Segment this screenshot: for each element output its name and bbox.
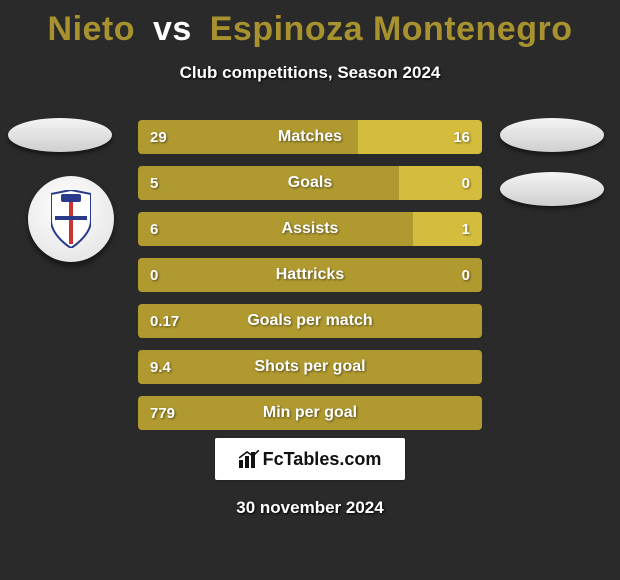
bar-left-fill xyxy=(138,120,358,154)
team-badge-left xyxy=(28,176,114,262)
bar-left-fill xyxy=(138,258,482,292)
team-right-ellipse-1 xyxy=(500,118,604,152)
bar-right-fill xyxy=(358,120,482,154)
stat-row: Shots per goal9.4 xyxy=(138,350,482,384)
stat-row: Matches2916 xyxy=(138,120,482,154)
bar-left-fill xyxy=(138,350,482,384)
stats-bars: Matches2916 Goals50 Assists61 Hattricks00 Go… xyxy=(138,120,482,442)
stat-row: Assists61 xyxy=(138,212,482,246)
player1-name: Nieto xyxy=(48,10,136,48)
bar-right-fill xyxy=(399,166,482,200)
subtitle: Club competitions, Season 2024 xyxy=(0,63,620,83)
stat-row: Goals per match0.17 xyxy=(138,304,482,338)
date-label: 30 november 2024 xyxy=(0,498,620,518)
bar-right-fill xyxy=(413,212,482,246)
chart-icon xyxy=(239,450,259,468)
bar-left-fill xyxy=(138,212,413,246)
bar-left-fill xyxy=(138,304,482,338)
bar-left-fill xyxy=(138,166,399,200)
stat-row: Goals50 xyxy=(138,166,482,200)
stat-row: Min per goal779 xyxy=(138,396,482,430)
shield-icon xyxy=(51,190,91,248)
site-name: FcTables.com xyxy=(263,449,382,470)
page-title: Nieto vs Espinoza Montenegro xyxy=(0,0,620,49)
team-right-ellipse-2 xyxy=(500,172,604,206)
stat-row: Hattricks00 xyxy=(138,258,482,292)
site-logo: FcTables.com xyxy=(215,438,405,480)
player2-name: Espinoza Montenegro xyxy=(210,10,573,48)
vs-label: vs xyxy=(153,10,192,48)
team-left-ellipse xyxy=(8,118,112,152)
comparison-infographic: Nieto vs Espinoza Montenegro Club compet… xyxy=(0,0,620,580)
bar-left-fill xyxy=(138,396,482,430)
